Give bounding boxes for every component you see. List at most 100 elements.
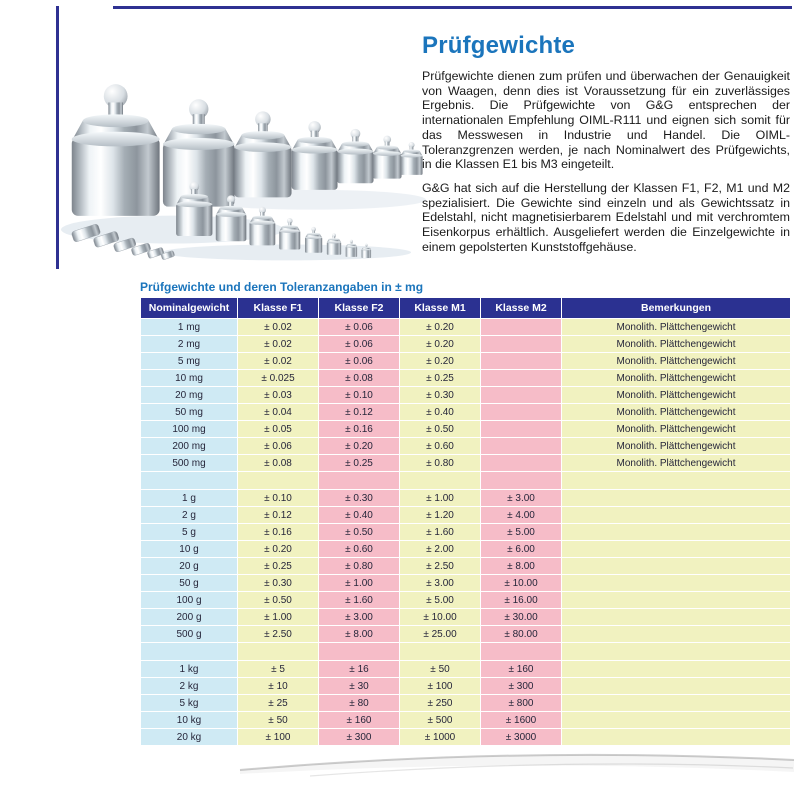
tolerance-cell: ± 2.50 — [238, 626, 318, 642]
nominal-cell: 10 mg — [141, 370, 237, 386]
note-cell — [562, 592, 790, 608]
nominal-cell: 50 g — [141, 575, 237, 591]
note-cell — [562, 678, 790, 694]
tolerance-cell: ± 4.00 — [481, 507, 561, 523]
tolerance-cell: ± 0.30 — [319, 490, 399, 506]
table-row: 2 kg ± 10 ± 30 ± 100 ± 300 — [141, 678, 790, 694]
intro-paragraph-1: Prüfgewichte dienen zum prüfen und überw… — [422, 69, 790, 172]
table-row: 2 g ± 0.12 ± 0.40 ± 1.20 ± 4.00 — [141, 507, 790, 523]
nominal-cell: 50 mg — [141, 404, 237, 420]
tolerance-cell — [481, 336, 561, 352]
weights-photo — [58, 22, 426, 267]
table-row: 10 kg ± 50 ± 160 ± 500 ± 1600 — [141, 712, 790, 728]
nominal-cell: 10 g — [141, 541, 237, 557]
tolerance-cell: ± 3.00 — [481, 490, 561, 506]
tolerance-cell: ± 0.04 — [238, 404, 318, 420]
note-cell — [562, 524, 790, 540]
tolerance-cell: ± 1600 — [481, 712, 561, 728]
tolerance-table-body: 1 mg ± 0.02 ± 0.06 ± 0.20 Monolith. Plättche… — [141, 319, 790, 745]
tolerance-cell: ± 300 — [481, 678, 561, 694]
tolerance-cell: ± 1.00 — [400, 490, 480, 506]
tolerance-cell: ± 2.00 — [400, 541, 480, 557]
separator-cell — [238, 643, 318, 660]
tolerance-cell — [481, 319, 561, 335]
table-row: 100 mg ± 0.05 ± 0.16 ± 0.50 Monolith. Plättc… — [141, 421, 790, 437]
note-cell — [562, 507, 790, 523]
tolerance-cell: ± 30 — [319, 678, 399, 694]
column-header: Nominalgewicht — [141, 298, 237, 318]
tolerance-cell: ± 0.12 — [319, 404, 399, 420]
column-header: Klasse M1 — [400, 298, 480, 318]
table-row: 2 mg ± 0.02 ± 0.06 ± 0.20 Monolith. Plättche… — [141, 336, 790, 352]
tolerance-cell: ± 16 — [319, 661, 399, 677]
tolerance-cell: ± 0.20 — [400, 336, 480, 352]
tolerance-cell: ± 0.10 — [319, 387, 399, 403]
separator-row — [141, 472, 790, 489]
note-cell: Monolith. Plättchengewicht — [562, 336, 790, 352]
separator-cell — [481, 472, 561, 489]
tolerance-cell: ± 0.40 — [400, 404, 480, 420]
tolerance-cell: ± 0.025 — [238, 370, 318, 386]
tolerance-cell: ± 0.02 — [238, 336, 318, 352]
tolerance-cell: ± 100 — [400, 678, 480, 694]
tolerance-cell: ± 500 — [400, 712, 480, 728]
column-header: Klasse M2 — [481, 298, 561, 318]
intro-section: Prüfgewichte Prüfgewichte dienen zum prü… — [422, 32, 790, 263]
separator-cell — [238, 472, 318, 489]
tolerance-table: Nominalgewicht Klasse F1 Klasse F2 Klasse M… — [140, 297, 791, 746]
table-row: 500 mg ± 0.08 ± 0.25 ± 0.80 Monolith. Plättc… — [141, 455, 790, 471]
tolerance-cell — [481, 387, 561, 403]
weights-illustration — [60, 84, 426, 261]
table-row: 1 g ± 0.10 ± 0.30 ± 1.00 ± 3.00 — [141, 490, 790, 506]
table-row: 10 g ± 0.20 ± 0.60 ± 2.00 ± 6.00 — [141, 541, 790, 557]
table-row: 20 kg ± 100 ± 300 ± 1000 ± 3000 — [141, 729, 790, 745]
column-header: Klasse F2 — [319, 298, 399, 318]
tolerance-cell: ± 0.08 — [319, 370, 399, 386]
note-cell — [562, 575, 790, 591]
tolerance-cell: ± 2.50 — [400, 558, 480, 574]
nominal-cell: 5 g — [141, 524, 237, 540]
tolerance-cell: ± 1.00 — [319, 575, 399, 591]
table-row: 1 mg ± 0.02 ± 0.06 ± 0.20 Monolith. Plättche… — [141, 319, 790, 335]
tolerance-cell: ± 0.50 — [319, 524, 399, 540]
nominal-cell: 100 mg — [141, 421, 237, 437]
note-cell — [562, 712, 790, 728]
separator-cell — [562, 643, 790, 660]
tolerance-cell: ± 3000 — [481, 729, 561, 745]
table-header-row: Nominalgewicht Klasse F1 Klasse F2 Klasse M… — [141, 298, 790, 318]
tolerance-cell: ± 0.16 — [238, 524, 318, 540]
tolerance-cell: ± 0.16 — [319, 421, 399, 437]
note-cell: Monolith. Plättchengewicht — [562, 387, 790, 403]
table-row: 500 g ± 2.50 ± 8.00 ± 25.00 ± 80.00 — [141, 626, 790, 642]
table-row: 50 mg ± 0.04 ± 0.12 ± 0.40 Monolith. Plättch… — [141, 404, 790, 420]
nominal-cell: 200 mg — [141, 438, 237, 454]
column-header: Bemerkungen — [562, 298, 790, 318]
note-cell — [562, 626, 790, 642]
tolerance-cell: ± 0.12 — [238, 507, 318, 523]
tolerance-cell: ± 250 — [400, 695, 480, 711]
tolerance-cell: ± 0.06 — [238, 438, 318, 454]
page-curl-shadow — [239, 753, 795, 777]
nominal-cell: 1 mg — [141, 319, 237, 335]
separator-cell — [400, 472, 480, 489]
separator-cell — [319, 643, 399, 660]
tolerance-cell: ± 300 — [319, 729, 399, 745]
note-cell: Monolith. Plättchengewicht — [562, 370, 790, 386]
nominal-cell: 2 g — [141, 507, 237, 523]
left-rule — [56, 6, 59, 269]
nominal-cell: 500 g — [141, 626, 237, 642]
tolerance-cell: ± 25.00 — [400, 626, 480, 642]
table-row: 50 g ± 0.30 ± 1.00 ± 3.00 ± 10.00 — [141, 575, 790, 591]
tolerance-cell: ± 0.50 — [400, 421, 480, 437]
nominal-cell: 1 g — [141, 490, 237, 506]
tolerance-cell: ± 50 — [238, 712, 318, 728]
nominal-cell: 20 g — [141, 558, 237, 574]
tolerance-cell: ± 10.00 — [400, 609, 480, 625]
tolerance-cell: ± 0.60 — [400, 438, 480, 454]
nominal-cell: 5 kg — [141, 695, 237, 711]
tolerance-cell: ± 0.25 — [319, 455, 399, 471]
table-row: 20 g ± 0.25 ± 0.80 ± 2.50 ± 8.00 — [141, 558, 790, 574]
separator-cell — [400, 643, 480, 660]
separator-cell — [319, 472, 399, 489]
